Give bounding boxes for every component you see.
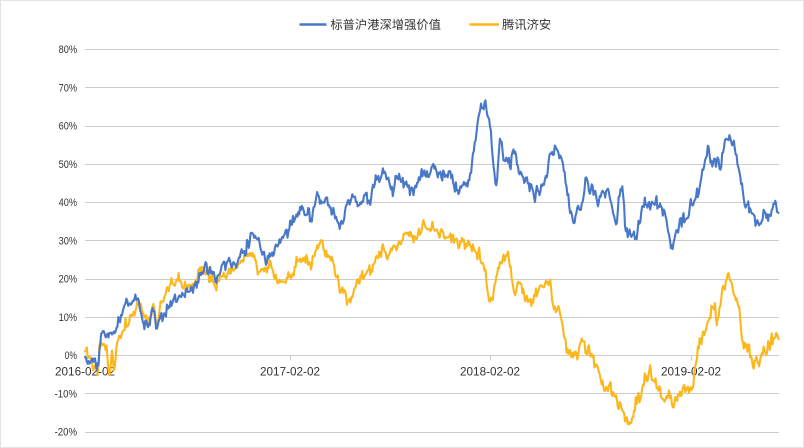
svg-text:-10%: -10% bbox=[55, 389, 78, 401]
svg-text:50%: 50% bbox=[59, 159, 78, 171]
svg-text:-20%: -20% bbox=[55, 427, 78, 439]
svg-text:2019-02-02: 2019-02-02 bbox=[661, 365, 721, 379]
svg-text:0%: 0% bbox=[65, 350, 78, 362]
svg-text:60%: 60% bbox=[59, 121, 78, 133]
svg-text:10%: 10% bbox=[59, 312, 78, 324]
svg-text:30%: 30% bbox=[59, 235, 78, 247]
svg-text:2017-02-02: 2017-02-02 bbox=[260, 365, 320, 379]
svg-text:20%: 20% bbox=[59, 274, 78, 286]
svg-text:40%: 40% bbox=[59, 197, 78, 209]
svg-text:2016-02-02: 2016-02-02 bbox=[55, 365, 115, 379]
svg-text:2018-02-02: 2018-02-02 bbox=[460, 365, 520, 379]
svg-text:70%: 70% bbox=[59, 82, 78, 94]
svg-text:80%: 80% bbox=[59, 44, 78, 56]
